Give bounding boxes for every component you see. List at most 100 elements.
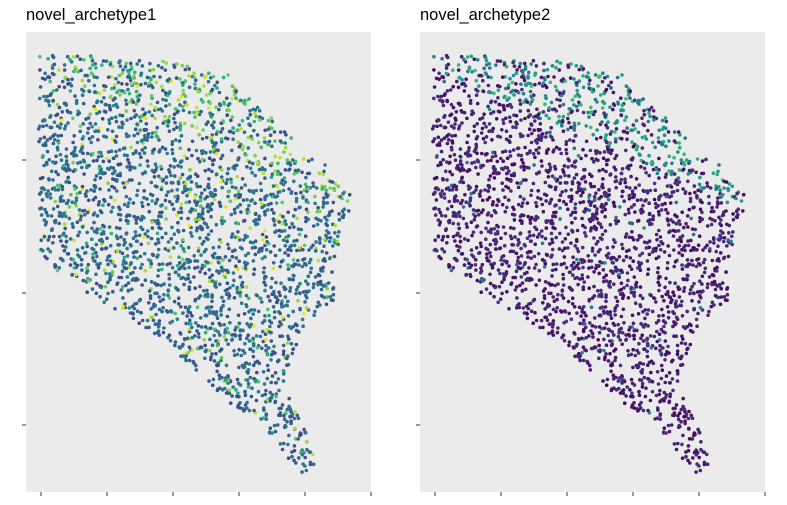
scatter-point xyxy=(479,266,483,270)
scatter-point xyxy=(226,194,230,199)
scatter-point xyxy=(620,194,624,199)
scatter-point xyxy=(278,264,283,269)
scatter-point xyxy=(600,232,605,237)
scatter-point xyxy=(161,297,165,302)
scatter-point xyxy=(618,391,623,395)
scatter-point xyxy=(182,249,187,254)
scatter-point xyxy=(657,274,661,279)
scatter-point xyxy=(674,200,678,205)
scatter-point xyxy=(567,107,572,111)
scatter-point xyxy=(517,65,522,69)
scatter-point xyxy=(60,118,64,122)
scatter-point xyxy=(696,311,700,316)
scatter-point xyxy=(206,232,211,237)
scatter-point xyxy=(604,279,609,283)
scatter-point xyxy=(500,75,505,79)
scatter-point xyxy=(243,341,247,346)
scatter-point xyxy=(650,379,655,384)
scatter-point xyxy=(308,257,313,262)
scatter-point xyxy=(701,260,706,265)
scatter-point xyxy=(230,148,234,153)
scatter-point xyxy=(281,352,286,357)
scatter-point xyxy=(209,261,213,265)
scatter-point xyxy=(566,299,571,304)
scatter-point xyxy=(234,388,238,392)
scatter-point xyxy=(208,326,213,331)
scatter-point xyxy=(113,264,117,268)
scatter-point xyxy=(42,163,46,168)
scatter-point xyxy=(322,244,326,248)
scatter-point xyxy=(536,189,540,193)
scatter-point xyxy=(632,98,637,103)
scatter-point xyxy=(38,85,43,89)
scatter-point xyxy=(321,200,326,204)
scatter-point xyxy=(685,277,689,282)
scatter-point xyxy=(657,176,661,180)
scatter-point xyxy=(556,326,560,330)
scatter-point xyxy=(209,76,213,80)
scatter-point xyxy=(279,302,284,306)
scatter-point xyxy=(682,286,687,290)
scatter-point xyxy=(649,293,653,298)
scatter-point xyxy=(719,223,723,228)
scatter-point xyxy=(523,145,527,150)
panel-title-2: novel_archetype2 xyxy=(420,6,551,24)
scatter-point xyxy=(133,127,138,131)
scatter-point xyxy=(275,185,280,189)
scatter-point xyxy=(555,297,559,302)
scatter-point xyxy=(270,144,274,149)
scatter-point xyxy=(64,180,68,184)
scatter-point xyxy=(590,331,595,336)
scatter-point xyxy=(323,215,327,220)
scatter-point xyxy=(62,85,67,90)
scatter-point xyxy=(685,214,690,218)
scatter-point xyxy=(432,85,437,89)
scatter-point xyxy=(251,336,255,341)
scatter-point xyxy=(46,189,50,193)
scatter-point xyxy=(124,109,129,113)
scatter-point xyxy=(279,181,284,185)
scatter-point xyxy=(188,209,192,214)
scatter-point xyxy=(679,303,683,308)
scatter-point xyxy=(592,316,597,320)
scatter-point xyxy=(669,300,673,305)
scatter-point xyxy=(198,294,203,298)
scatter-point xyxy=(516,202,521,207)
scatter-point xyxy=(667,371,672,375)
scatter-point xyxy=(301,324,305,329)
scatter-point xyxy=(196,89,201,94)
scatter-point xyxy=(529,250,533,254)
scatter-point xyxy=(336,234,340,239)
scatter-point xyxy=(162,292,166,297)
scatter-point xyxy=(623,118,627,123)
scatter-point xyxy=(528,102,533,106)
scatter-point xyxy=(601,268,606,272)
scatter-point xyxy=(613,306,618,310)
scatter-point xyxy=(439,149,444,154)
scatter-point xyxy=(704,157,708,162)
scatter-point xyxy=(154,312,158,317)
scatter-point xyxy=(203,313,207,318)
scatter-point xyxy=(727,182,732,186)
scatter-point xyxy=(110,271,115,276)
scatter-point xyxy=(114,154,119,158)
scatter-point xyxy=(590,156,594,161)
scatter-point xyxy=(236,140,240,144)
scatter-point xyxy=(124,261,128,265)
scatter-point xyxy=(237,195,241,200)
scatter-point xyxy=(275,172,280,177)
scatter-point xyxy=(42,187,47,192)
scatter-point xyxy=(624,97,628,101)
scatter-point xyxy=(707,249,712,253)
scatter-point xyxy=(567,158,571,163)
scatter-point xyxy=(499,258,503,262)
scatter-point xyxy=(520,289,525,293)
scatter-point xyxy=(132,255,136,259)
scatter-point xyxy=(138,163,142,167)
scatter-point xyxy=(634,177,639,181)
scatter-point xyxy=(583,322,587,326)
scatter-point xyxy=(247,122,251,126)
scatter-point xyxy=(239,301,244,306)
scatter-point xyxy=(167,199,172,204)
scatter-point xyxy=(664,374,669,378)
